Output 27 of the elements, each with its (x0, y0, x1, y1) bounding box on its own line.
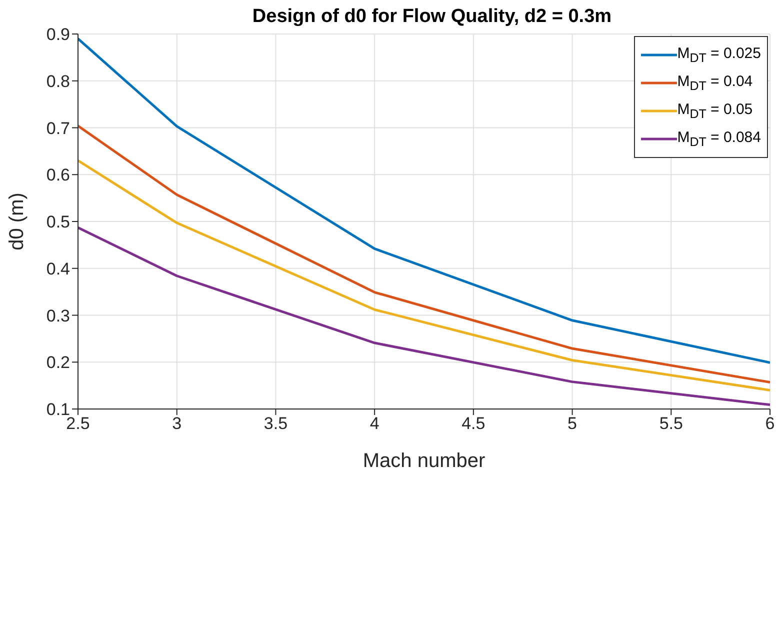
y-tick-label: 0.3 (46, 306, 70, 326)
legend-label: M$_{DT}$ = 0.05 (677, 101, 753, 121)
legend-label: M$_{DT}$ = 0.025 (677, 45, 761, 65)
y-tick-label: 0.8 (46, 72, 70, 91)
x-tick-label: 5 (568, 414, 578, 434)
y-tick-label: 0.7 (46, 118, 70, 138)
chart-title: Design of d0 for Flow Quality, d2 = 0.3m (251, 6, 613, 28)
y-tick-label: 0.5 (46, 212, 70, 232)
x-tick-label: 4 (370, 414, 380, 434)
y-tick-label: 0.2 (46, 353, 70, 372)
x-tick-label: 3 (172, 414, 182, 434)
x-axis-title: Mach number (362, 450, 486, 472)
y-tick-label: 0.6 (46, 166, 70, 185)
y-tick-label: 0.4 (46, 259, 70, 278)
y-tick-label: 0.9 (46, 25, 70, 44)
legend-label: M$_{DT}$ = 0.084 (677, 129, 761, 149)
x-tick-label: 4.5 (462, 414, 486, 434)
legend-label: M$_{DT}$ = 0.04 (677, 73, 753, 93)
x-tick-label: 3.5 (264, 414, 288, 434)
x-tick-label: 2.5 (66, 414, 90, 434)
line-series (78, 159, 770, 392)
x-tick-label: 5.5 (659, 414, 683, 434)
line-series (78, 226, 770, 406)
line-series (78, 37, 770, 364)
y-axis-title: d0 (m) (6, 192, 28, 250)
x-tick-label: 6 (765, 414, 775, 434)
line-series (78, 124, 770, 384)
